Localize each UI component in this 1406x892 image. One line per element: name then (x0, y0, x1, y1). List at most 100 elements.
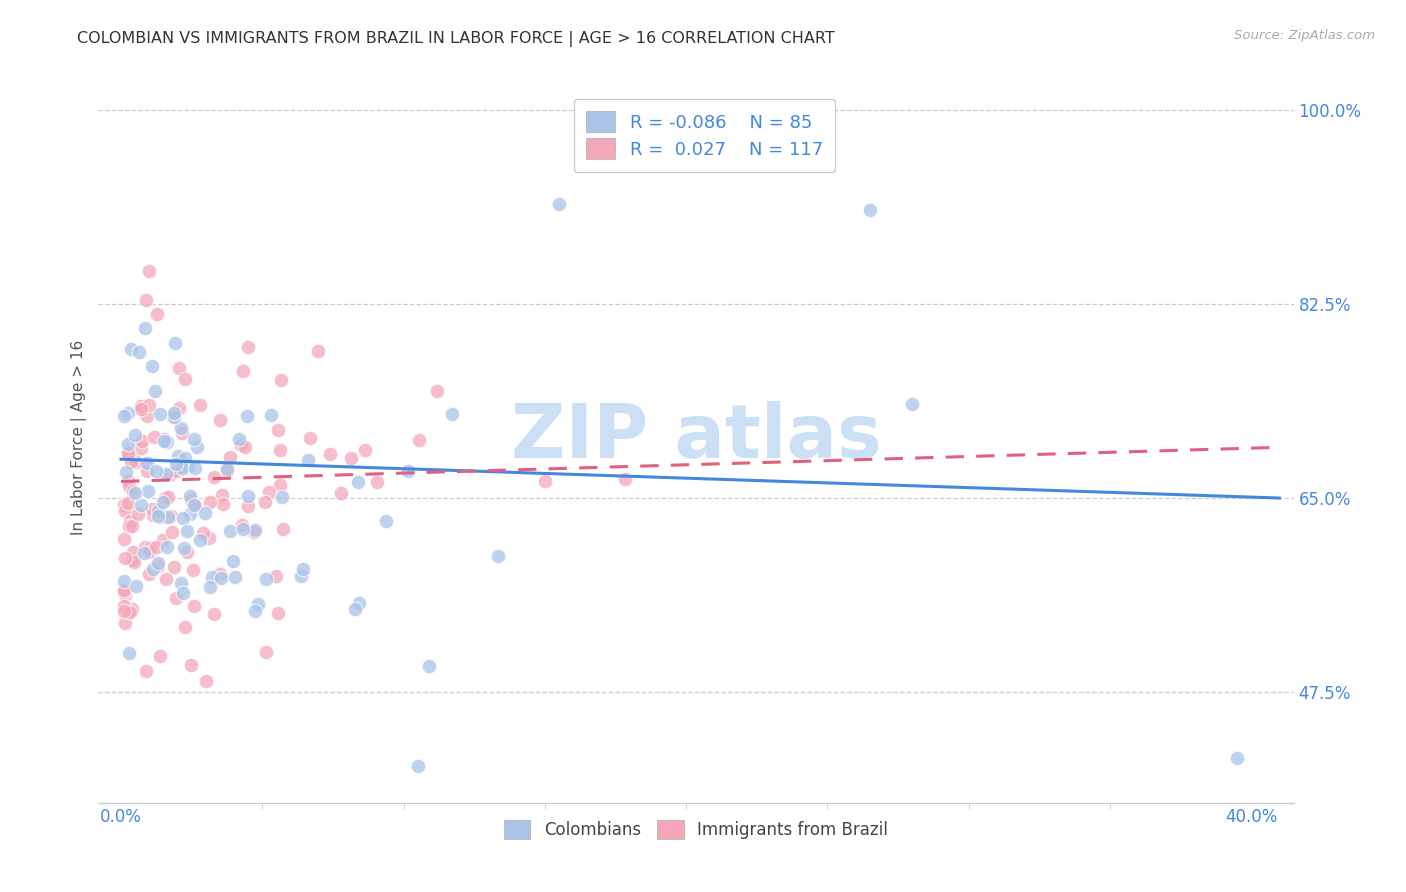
Point (243, 524, 266, 538)
Point (117, 406, 139, 420)
Point (183, 599, 205, 614)
Point (180, 657, 202, 672)
Point (238, 499, 260, 513)
Point (122, 545, 145, 559)
Point (1226, 751, 1249, 765)
Point (136, 483, 159, 498)
Point (146, 556, 169, 570)
Point (152, 495, 174, 509)
Point (167, 450, 190, 464)
Point (186, 499, 208, 513)
Point (153, 432, 176, 446)
Point (209, 571, 232, 585)
Point (233, 440, 256, 454)
Point (112, 533, 135, 547)
Point (163, 406, 186, 420)
Point (201, 570, 224, 584)
Point (159, 509, 181, 524)
Point (236, 340, 259, 354)
Point (112, 604, 135, 618)
Point (155, 572, 177, 586)
Point (267, 423, 290, 437)
Point (165, 464, 187, 478)
Point (242, 524, 264, 539)
Point (141, 359, 163, 374)
Point (172, 425, 194, 440)
Point (132, 546, 155, 560)
Point (118, 646, 141, 660)
Point (117, 496, 139, 510)
Point (142, 430, 165, 444)
Point (271, 491, 294, 505)
Point (145, 464, 167, 478)
Point (859, 202, 882, 217)
Point (136, 465, 159, 479)
Point (169, 421, 191, 435)
Point (169, 575, 191, 590)
Point (202, 607, 225, 621)
Point (114, 616, 136, 631)
Point (146, 307, 169, 321)
Point (235, 409, 257, 423)
Point (138, 566, 160, 581)
Point (183, 461, 205, 475)
Point (120, 455, 142, 469)
Point (118, 514, 141, 528)
Point (145, 540, 167, 554)
Point (267, 606, 290, 620)
Point (129, 402, 152, 417)
Point (138, 545, 160, 559)
Point (183, 498, 205, 512)
Point (257, 485, 280, 500)
Point (174, 371, 197, 385)
Point (112, 574, 135, 588)
Point (269, 442, 291, 457)
Point (307, 344, 329, 359)
Point (134, 540, 156, 554)
Point (135, 456, 157, 470)
Point (162, 410, 184, 425)
Point (143, 384, 166, 398)
Point (232, 522, 254, 536)
Point (173, 541, 195, 555)
Point (165, 591, 187, 605)
Point (138, 264, 160, 278)
Point (146, 559, 169, 574)
Y-axis label: In Labor Force | Age > 16: In Labor Force | Age > 16 (72, 340, 87, 534)
Point (129, 498, 152, 512)
Point (157, 509, 180, 524)
Point (614, 472, 637, 486)
Point (160, 525, 183, 540)
Text: Source: ZipAtlas.com: Source: ZipAtlas.com (1234, 29, 1375, 42)
Point (160, 467, 183, 481)
Point (260, 408, 283, 422)
Point (236, 489, 259, 503)
Point (125, 455, 148, 469)
Point (149, 649, 172, 664)
Point (117, 437, 139, 451)
Point (228, 432, 250, 446)
Point (176, 545, 198, 559)
Point (118, 518, 141, 533)
Point (901, 397, 924, 411)
Text: ZIP atlas: ZIP atlas (510, 401, 882, 474)
Point (198, 580, 221, 594)
Point (121, 553, 143, 567)
Point (254, 572, 277, 586)
Point (191, 526, 214, 541)
Point (224, 570, 246, 584)
Point (211, 488, 233, 502)
Point (209, 566, 232, 581)
Point (200, 495, 222, 509)
Point (229, 438, 252, 452)
Point (486, 549, 509, 563)
Point (112, 585, 135, 599)
Point (406, 758, 429, 772)
Point (138, 398, 160, 412)
Point (114, 504, 136, 518)
Point (163, 559, 186, 574)
Point (134, 321, 156, 335)
Point (297, 453, 319, 467)
Point (329, 485, 352, 500)
Point (118, 479, 141, 493)
